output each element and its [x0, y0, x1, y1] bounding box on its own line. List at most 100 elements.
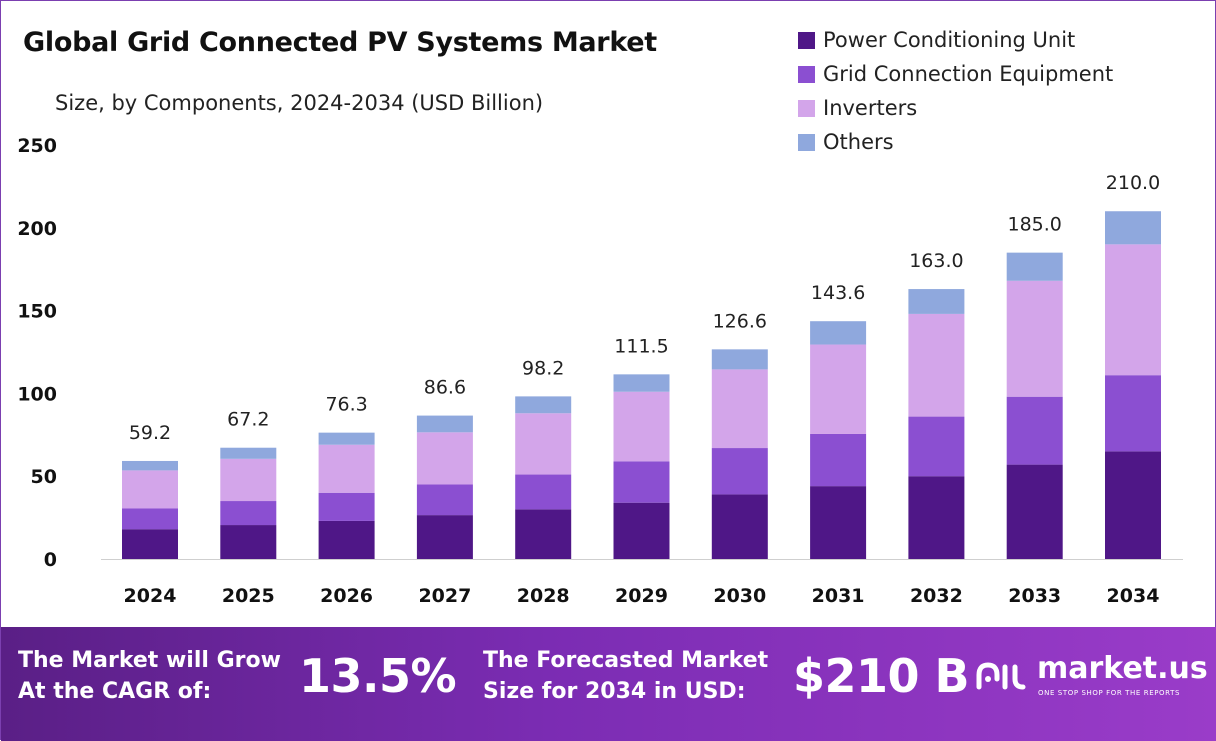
bar-segment-grid-connection-equipment [220, 501, 277, 526]
bar-segment-power-conditioning-unit [122, 529, 178, 559]
y-tick-label: 200 [17, 218, 57, 240]
bar-segment-others [122, 460, 178, 471]
bar-total-label: 163.0 [909, 250, 963, 272]
legend-item-others: Others [798, 125, 1113, 159]
x-tick-label: 2024 [124, 585, 177, 607]
brand-tagline: ONE STOP SHOP FOR THE REPORTS [1038, 689, 1181, 697]
bar-segment-inverters [318, 444, 375, 493]
bar-segment-grid-connection-equipment [515, 474, 572, 510]
bar-segment-inverters [1105, 244, 1161, 376]
legend-swatch [798, 133, 815, 151]
brand-name: market.us [1037, 651, 1208, 686]
forecast-label-line: The Forecasted Market [483, 648, 769, 673]
legend-swatch [798, 31, 815, 49]
bar-total-label: 98.2 [522, 357, 564, 379]
bar-segment-power-conditioning-unit [416, 515, 473, 559]
x-tick-label: 2033 [1008, 585, 1061, 607]
x-tick-label: 2025 [222, 585, 275, 607]
bar-segment-grid-connection-equipment [1006, 396, 1063, 465]
cagr-label: The Market will Grow At the CAGR of: [18, 645, 281, 707]
bar-total-label: 111.5 [614, 335, 668, 357]
bar-segment-grid-connection-equipment [416, 484, 473, 516]
x-tick-label: 2028 [517, 585, 570, 607]
legend-label: Grid Connection Equipment [823, 62, 1114, 86]
x-tick-label: 2026 [320, 585, 373, 607]
x-tick-label: 2030 [713, 585, 766, 607]
bar-segment-power-conditioning-unit [613, 502, 670, 559]
y-tick-label: 0 [44, 549, 57, 571]
bar-segment-grid-connection-equipment [1105, 375, 1161, 452]
chart-title: Global Grid Connected PV Systems Market [23, 27, 657, 58]
legend-swatch [798, 65, 815, 83]
chart-legend: Power Conditioning Unit Grid Connection … [798, 23, 1113, 159]
bar-segment-inverters [810, 344, 867, 434]
bar-segment-others [1006, 252, 1063, 281]
cagr-label-line: At the CAGR of: [18, 679, 212, 704]
legend-item-power-conditioning-unit: Power Conditioning Unit [798, 23, 1113, 57]
bar-segment-power-conditioning-unit [1105, 451, 1161, 559]
bar-segment-others [810, 321, 867, 345]
bar-segment-inverters [1006, 280, 1063, 397]
bar-segment-inverters [908, 313, 965, 417]
x-tick-label: 2031 [812, 585, 865, 607]
chart-subtitle: Size, by Components, 2024-2034 (USD Bill… [55, 91, 544, 115]
bar-segment-others [318, 432, 375, 445]
bar-segment-others [416, 415, 473, 433]
bar-segment-grid-connection-equipment [908, 416, 965, 477]
bar-segment-others [220, 447, 277, 459]
bar-segment-inverters [122, 470, 178, 509]
bar-total-label: 67.2 [227, 409, 269, 431]
y-tick-label: 250 [17, 135, 57, 157]
bar-segment-inverters [416, 432, 473, 485]
forecast-value: $210 B [793, 649, 970, 703]
bar-segment-others [613, 374, 670, 392]
bar-segment-grid-connection-equipment [810, 433, 867, 487]
bar-total-label: 76.3 [325, 394, 367, 416]
market-us-logo-icon [976, 662, 1026, 690]
bar-segment-power-conditioning-unit [515, 509, 572, 559]
bar-segment-grid-connection-equipment [711, 448, 768, 495]
forecast-label-line: Size for 2034 in USD: [483, 679, 746, 704]
bar-segment-others [908, 289, 965, 314]
legend-label: Others [823, 130, 894, 154]
bar-segment-inverters [613, 391, 670, 462]
y-tick-label: 100 [17, 383, 57, 405]
bar-total-label: 59.2 [129, 422, 171, 444]
bar-segment-inverters [515, 413, 572, 475]
x-tick-label: 2032 [910, 585, 963, 607]
y-tick-label: 150 [17, 301, 57, 323]
bar-segment-grid-connection-equipment [318, 492, 375, 521]
y-tick-label: 50 [31, 466, 57, 488]
bar-segment-power-conditioning-unit [711, 494, 768, 559]
bar-total-label: 210.0 [1106, 172, 1160, 194]
bar-segment-power-conditioning-unit [810, 486, 867, 559]
legend-item-inverters: Inverters [798, 91, 1113, 125]
bar-segment-power-conditioning-unit [220, 525, 277, 559]
x-tick-label: 2029 [615, 585, 668, 607]
bar-segment-others [711, 349, 768, 370]
cagr-value: 13.5% [299, 649, 457, 703]
bar-segment-others [1105, 211, 1161, 245]
bar-segment-power-conditioning-unit [318, 520, 375, 559]
bar-segment-power-conditioning-unit [908, 476, 965, 559]
cagr-label-line: The Market will Grow [18, 648, 281, 673]
legend-item-grid-connection-equipment: Grid Connection Equipment [798, 57, 1113, 91]
bar-total-label: 143.6 [811, 282, 865, 304]
bar-segment-inverters [220, 458, 277, 502]
legend-label: Power Conditioning Unit [823, 28, 1076, 52]
bar-total-label: 86.6 [424, 377, 466, 399]
bar-segment-power-conditioning-unit [1006, 464, 1063, 559]
bar-total-label: 185.0 [1007, 214, 1061, 236]
x-tick-label: 2034 [1107, 585, 1160, 607]
bar-segment-grid-connection-equipment [613, 461, 670, 503]
footer-banner: The Market will Grow At the CAGR of: 13.… [1, 627, 1216, 741]
bar-segment-others [515, 396, 572, 414]
stacked-bar-chart: 0 50 100 150 200 250 59.2 2024 67.2 2025 76.3 2026 8… [17, 135, 1183, 607]
legend-label: Inverters [823, 96, 918, 120]
legend-swatch [798, 99, 815, 117]
bar-total-label: 126.6 [713, 310, 767, 332]
bar-segment-grid-connection-equipment [122, 508, 178, 530]
x-tick-label: 2027 [418, 585, 471, 607]
forecast-label: The Forecasted Market Size for 2034 in U… [483, 645, 768, 707]
